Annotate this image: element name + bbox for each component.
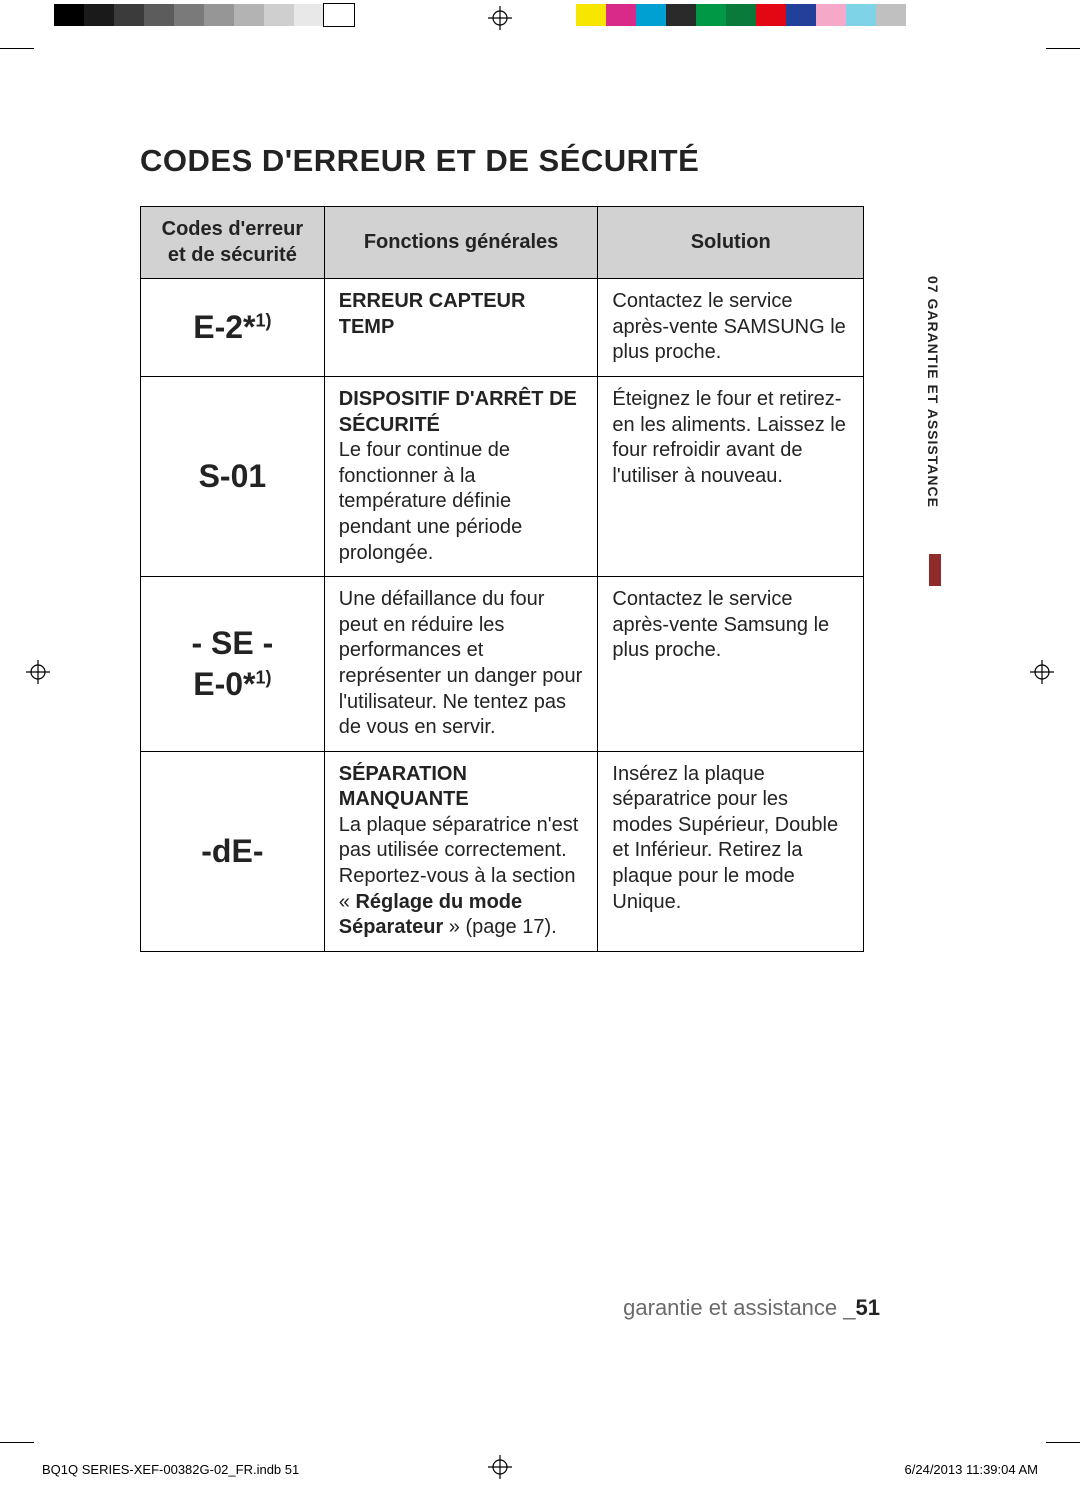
error-code: S-01 — [141, 376, 325, 576]
error-solution: Contactez le service après-vente Samsung… — [598, 577, 864, 752]
color-swatch — [786, 4, 816, 26]
color-swatch — [114, 4, 144, 26]
color-swatch — [816, 4, 846, 26]
error-code: - SE -E-0*1) — [141, 577, 325, 752]
color-swatch — [204, 4, 234, 26]
error-function: ERREUR CAPTEUR TEMP — [324, 279, 598, 377]
registration-mark-bottom — [488, 1455, 512, 1479]
error-solution: Insérez la plaque séparatrice pour les m… — [598, 751, 864, 951]
page-footer: garantie et assistance _51 — [623, 1295, 880, 1321]
color-swatch — [234, 4, 264, 26]
error-code: E-2*1) — [141, 279, 325, 377]
error-solution: Éteignez le four et retirez-en les alime… — [598, 376, 864, 576]
imprint-file: BQ1Q SERIES-XEF-00382G-02_FR.indb 51 — [42, 1462, 299, 1477]
error-code: -dE- — [141, 751, 325, 951]
color-swatch — [324, 4, 354, 26]
error-codes-table: Codes d'erreur et de sécurité Fonctions … — [140, 206, 864, 952]
color-swatch — [846, 4, 876, 26]
color-swatch — [174, 4, 204, 26]
color-swatch — [294, 4, 324, 26]
registration-mark-top — [488, 6, 512, 30]
error-function: SÉPARATION MANQUANTELa plaque séparatric… — [324, 751, 598, 951]
color-swatch — [696, 4, 726, 26]
error-function: DISPOSITIF D'ARRÊT DE SÉCURITÉLe four co… — [324, 376, 598, 576]
page-body: CODES D'ERREUR ET DE SÉCURITÉ Codes d'er… — [0, 48, 1080, 1443]
table-row: - SE -E-0*1)Une défaillance du four peut… — [141, 577, 864, 752]
table-row: E-2*1)ERREUR CAPTEUR TEMPContactez le se… — [141, 279, 864, 377]
th-function: Fonctions générales — [324, 207, 598, 279]
color-swatch — [144, 4, 174, 26]
table-row: S-01DISPOSITIF D'ARRÊT DE SÉCURITÉLe fou… — [141, 376, 864, 576]
imprint-timestamp: 6/24/2013 11:39:04 AM — [905, 1462, 1038, 1477]
th-code: Codes d'erreur et de sécurité — [141, 207, 325, 279]
section-side-label: 07 GARANTIE ET ASSISTANCE — [917, 276, 941, 554]
table-row: -dE-SÉPARATION MANQUANTELa plaque sépara… — [141, 751, 864, 951]
color-swatch — [84, 4, 114, 26]
color-swatch — [636, 4, 666, 26]
print-color-bar — [0, 4, 1080, 26]
color-swatch — [54, 4, 84, 26]
error-solution: Contactez le service après-vente SAMSUNG… — [598, 279, 864, 377]
footer-page-number: 51 — [856, 1295, 880, 1320]
color-swatch — [876, 4, 906, 26]
color-swatch — [726, 4, 756, 26]
color-swatch — [666, 4, 696, 26]
color-swatch — [756, 4, 786, 26]
section-side-tab: 07 GARANTIE ET ASSISTANCE — [917, 276, 941, 554]
page-title: CODES D'ERREUR ET DE SÉCURITÉ — [140, 143, 699, 179]
color-swatch — [606, 4, 636, 26]
color-swatch — [264, 4, 294, 26]
footer-section: garantie et assistance _ — [623, 1295, 855, 1320]
th-solution: Solution — [598, 207, 864, 279]
section-side-bar — [929, 554, 941, 586]
error-function: Une défaillance du four peut en réduire … — [324, 577, 598, 752]
color-swatch — [576, 4, 606, 26]
